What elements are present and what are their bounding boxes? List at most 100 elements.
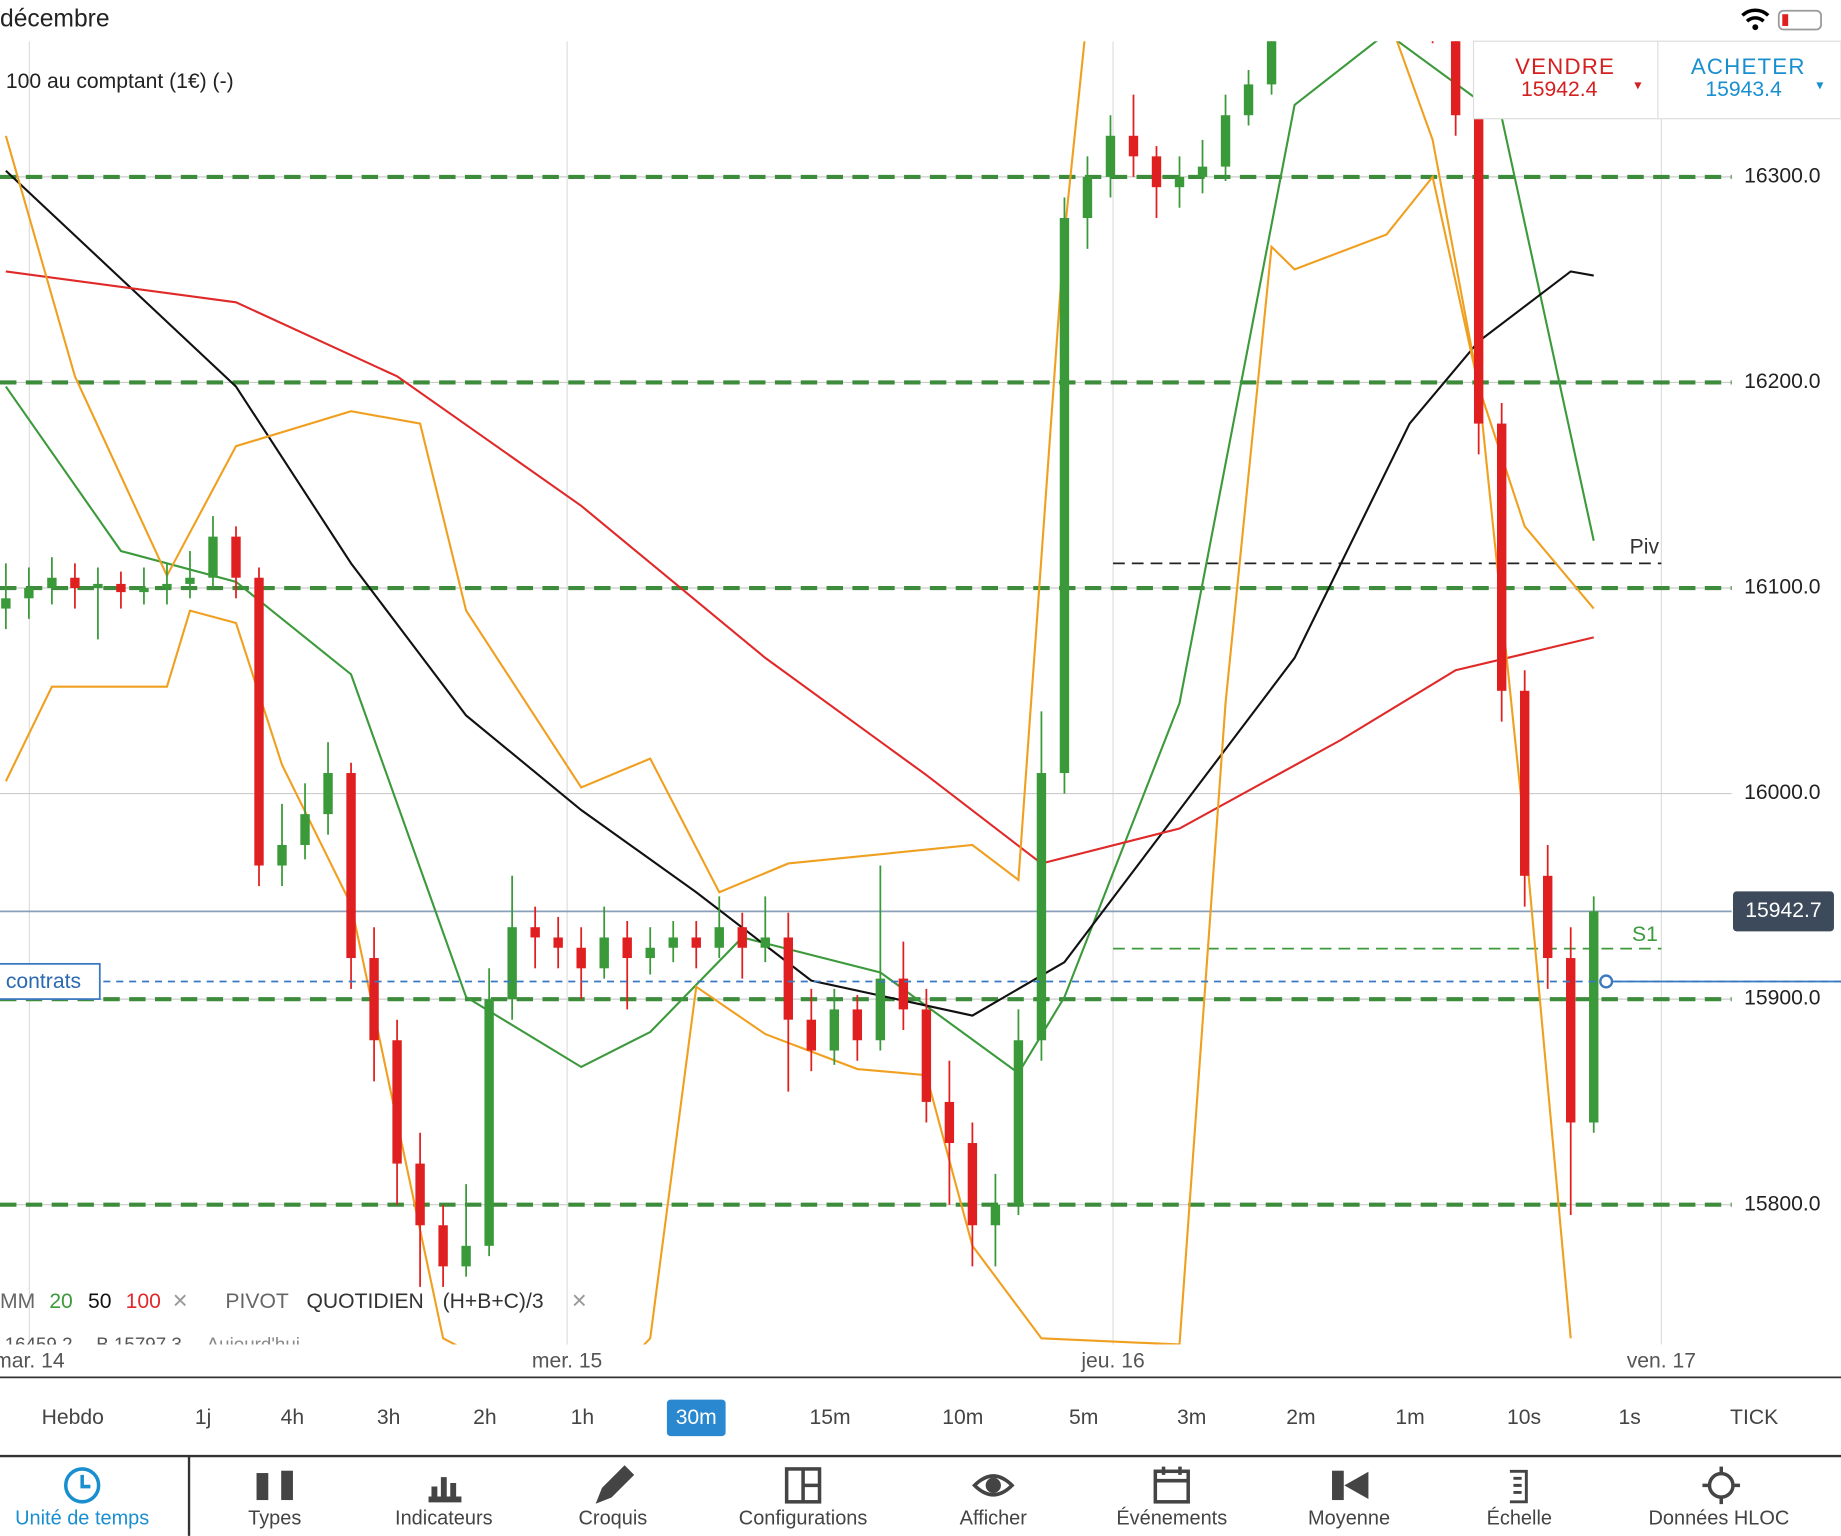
candle-body: [1450, 41, 1461, 116]
candle-body: [1589, 911, 1599, 1123]
candle-body: [944, 1101, 955, 1144]
date-label: mar. 14: [0, 1350, 65, 1373]
candle-body: [507, 927, 517, 1000]
timeframe[interactable]: TICK: [1730, 1406, 1778, 1429]
sell-label[interactable]: VENDRE: [1515, 54, 1615, 79]
timeframe[interactable]: 1m: [1395, 1406, 1424, 1429]
candle-body: [461, 1245, 471, 1267]
toolbar-item[interactable]: Croquis: [579, 1508, 648, 1530]
timeframe[interactable]: 1h: [571, 1406, 594, 1429]
candle-body: [875, 978, 886, 1041]
candle-body: [1, 598, 11, 609]
buy-price[interactable]: 15943.4: [1705, 78, 1782, 101]
timeframe[interactable]: 15m: [810, 1406, 851, 1429]
candle-body: [691, 937, 701, 948]
timeframe[interactable]: 2h: [473, 1406, 497, 1429]
candle-body: [599, 937, 609, 969]
candle-body: [438, 1225, 448, 1267]
toolbar-item[interactable]: Moyenne: [1308, 1508, 1390, 1530]
candle-body: [1220, 115, 1231, 167]
candle-body: [1566, 958, 1576, 1123]
candle-body: [1105, 135, 1116, 177]
pivot-label: Piv: [1630, 536, 1660, 559]
candle-body: [806, 1019, 817, 1051]
candle-body: [323, 773, 333, 815]
candle-body: [990, 1204, 1001, 1226]
candle-body: [783, 937, 793, 1020]
toolbar-item[interactable]: Types: [248, 1508, 301, 1530]
candle-body: [852, 1009, 863, 1041]
timeframe[interactable]: 30m: [676, 1406, 717, 1429]
toolbar-item[interactable]: Événements: [1116, 1507, 1227, 1530]
candle-body: [921, 1009, 932, 1102]
candle-body: [208, 536, 218, 578]
position-tag[interactable]: [0, 962, 101, 1000]
sell-price[interactable]: 15942.4: [1521, 78, 1598, 101]
candle-body: [1473, 115, 1484, 424]
candle-body: [829, 1009, 840, 1051]
legend-close[interactable]: ×: [173, 1287, 188, 1315]
toolbar-item[interactable]: Échelle: [1487, 1507, 1552, 1530]
candle-body: [139, 588, 149, 593]
toolbar-item[interactable]: Unité de temps: [15, 1508, 149, 1530]
candle-body: [1243, 84, 1254, 116]
timeframe[interactable]: 2m: [1286, 1406, 1315, 1429]
timeframe[interactable]: 3h: [377, 1406, 400, 1429]
date-label: mer. 15: [532, 1350, 602, 1373]
candle-body: [714, 927, 724, 948]
candle-body: [1174, 176, 1185, 188]
timeframe[interactable]: Hebdo: [42, 1406, 104, 1429]
candle-body: [369, 958, 379, 1041]
toolbar-icons: [63, 1465, 1741, 1505]
toolbar-item[interactable]: Données HLOC: [1649, 1508, 1790, 1530]
candle-body: [1519, 690, 1530, 876]
timeframe[interactable]: 1j: [195, 1406, 211, 1429]
buy-label[interactable]: ACHETER: [1691, 54, 1806, 79]
indicator-line: [5, 169, 1594, 1017]
y-tick-label: 16300.0: [1744, 164, 1820, 187]
legend-pivot-period: QUOTIDIEN: [306, 1290, 423, 1313]
candle-body: [622, 937, 632, 959]
timeframe[interactable]: 10m: [942, 1406, 983, 1429]
toolbar-item[interactable]: Indicateurs: [395, 1508, 493, 1530]
toolbar-item[interactable]: Configurations: [739, 1508, 868, 1530]
candle-body: [898, 978, 909, 1010]
candle-body: [415, 1163, 425, 1226]
timeframe[interactable]: 3m: [1177, 1406, 1206, 1429]
candle-body: [760, 937, 770, 948]
candle-body: [185, 577, 195, 584]
candle-body: [231, 536, 241, 578]
timeframe-selected[interactable]: [666, 1399, 726, 1437]
timeframe[interactable]: 1s: [1619, 1406, 1641, 1429]
legend-pivot: PIVOT: [225, 1290, 288, 1313]
toolbar-item[interactable]: Afficher: [960, 1508, 1028, 1530]
candle-body: [1059, 218, 1070, 774]
candle-body: [24, 588, 34, 599]
date-label: ven. 17: [1627, 1350, 1696, 1373]
candle-body: [277, 844, 287, 866]
legend-pivot-close[interactable]: ×: [572, 1287, 587, 1315]
candle-body: [392, 1040, 402, 1164]
timeframe[interactable]: 10s: [1507, 1406, 1541, 1429]
candle-body: [484, 999, 494, 1246]
candle-body: [1496, 423, 1507, 691]
candle-body: [1151, 156, 1162, 188]
y-tick-label: 15900.0: [1744, 987, 1820, 1010]
last-price-label: 15942.7: [1745, 899, 1821, 922]
y-tick-label: 16200.0: [1744, 370, 1820, 393]
timeframe[interactable]: 5m: [1069, 1406, 1098, 1429]
legend-info-high: 16459.2: [5, 1334, 73, 1355]
position-handle[interactable]: [1599, 974, 1614, 989]
s1-label: S1: [1632, 923, 1658, 946]
legend-info-day: Aujourd'hui: [207, 1334, 300, 1355]
timeframe[interactable]: 4h: [281, 1406, 305, 1429]
position-label[interactable]: contrats: [6, 970, 81, 993]
candle-body: [1266, 41, 1277, 85]
candle-body: [1197, 166, 1208, 177]
candle-body: [70, 577, 80, 589]
candle-body: [346, 773, 356, 959]
quote-panel: VENDRE 15942.4 ACHETER 15943.4: [1472, 40, 1841, 120]
date-label: jeu. 16: [1080, 1350, 1144, 1373]
legend-pivot-formula: (H+B+C)/3: [443, 1290, 544, 1313]
indicator-line: [4, 41, 1595, 894]
